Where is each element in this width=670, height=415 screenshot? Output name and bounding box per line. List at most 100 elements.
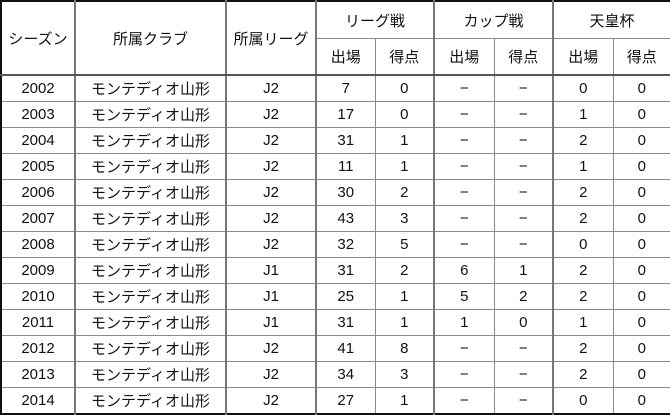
cell-la: 30 bbox=[315, 179, 376, 206]
cell-ea: 2 bbox=[552, 127, 614, 154]
cell-eg: 0 bbox=[612, 205, 670, 232]
cell-eg: 0 bbox=[612, 179, 670, 206]
cell-cg: − bbox=[493, 361, 554, 388]
cell-club: モンテディオ山形 bbox=[74, 387, 227, 415]
header-cup-goals: 得点 bbox=[493, 38, 554, 76]
cell-lg: 1 bbox=[374, 309, 435, 336]
cell-ea: 2 bbox=[552, 335, 614, 362]
cell-la: 17 bbox=[315, 101, 376, 128]
table-row: 2006 モンテディオ山形 J2 30 2− −2 0 bbox=[0, 179, 670, 206]
cell-cg: − bbox=[493, 387, 554, 415]
cell-league: J2 bbox=[225, 335, 317, 362]
cell-league: J2 bbox=[225, 127, 317, 154]
cell-eg: 0 bbox=[612, 231, 670, 258]
table-row: 2012 モンテディオ山形 J2 41 8− −2 0 bbox=[0, 335, 670, 362]
cell-cg: − bbox=[493, 127, 554, 154]
cell-cg: − bbox=[493, 179, 554, 206]
cell-league: J1 bbox=[225, 309, 317, 336]
cell-ea: 0 bbox=[552, 387, 614, 415]
table-row: 2007 モンテディオ山形 J2 43 3− −2 0 bbox=[0, 205, 670, 232]
cell-club: モンテディオ山形 bbox=[74, 127, 227, 154]
cell-season: 2014 bbox=[0, 387, 76, 415]
cell-lg: 0 bbox=[374, 74, 435, 102]
cell-la: 25 bbox=[315, 283, 376, 310]
table-row: 2009 モンテディオ山形 J1 31 2 6 1 2 0 bbox=[0, 257, 670, 284]
cell-season: 2009 bbox=[0, 257, 76, 284]
cell-la: 41 bbox=[315, 335, 376, 362]
cell-lg: 3 bbox=[374, 361, 435, 388]
table-row: 2011 モンテディオ山形 J1 31 1 1 0 1 0 bbox=[0, 309, 670, 336]
cell-club: モンテディオ山形 bbox=[74, 283, 227, 310]
cell-ea: 2 bbox=[552, 283, 614, 310]
cell-ca: 5 bbox=[433, 283, 495, 310]
cell-season: 2012 bbox=[0, 335, 76, 362]
cell-league: J2 bbox=[225, 361, 317, 388]
header-emperors-cup: 天皇杯 bbox=[552, 0, 670, 39]
table-body: 2002 モンテディオ山形 J2 7 0− −0 0 2003 モンテディオ山形 J2 17 0− −1… bbox=[0, 74, 670, 415]
table-row: 2013 モンテディオ山形 J2 34 3− −2 0 bbox=[0, 361, 670, 388]
cell-league: J2 bbox=[225, 101, 317, 128]
cell-league: J1 bbox=[225, 283, 317, 310]
cell-eg: 0 bbox=[612, 101, 670, 128]
cell-lg: 2 bbox=[374, 179, 435, 206]
cell-ca: 6 bbox=[433, 257, 495, 284]
cell-eg: 0 bbox=[612, 283, 670, 310]
table-row: 2005 モンテディオ山形 J2 11 1− −1 0 bbox=[0, 153, 670, 180]
header-emperors-goals: 得点 bbox=[612, 38, 670, 76]
cell-club: モンテディオ山形 bbox=[74, 361, 227, 388]
cell-ca: − bbox=[433, 231, 495, 258]
cell-league: J1 bbox=[225, 257, 317, 284]
cell-ca: − bbox=[433, 127, 495, 154]
header-season: シーズン bbox=[0, 0, 76, 76]
cell-la: 31 bbox=[315, 257, 376, 284]
cell-club: モンテディオ山形 bbox=[74, 257, 227, 284]
header-league-goals: 得点 bbox=[374, 38, 435, 76]
cell-ea: 1 bbox=[552, 153, 614, 180]
cell-season: 2002 bbox=[0, 74, 76, 102]
cell-season: 2006 bbox=[0, 179, 76, 206]
cell-la: 34 bbox=[315, 361, 376, 388]
cell-season: 2013 bbox=[0, 361, 76, 388]
cell-club: モンテディオ山形 bbox=[74, 231, 227, 258]
cell-club: モンテディオ山形 bbox=[74, 101, 227, 128]
cell-lg: 1 bbox=[374, 127, 435, 154]
cell-eg: 0 bbox=[612, 309, 670, 336]
header-club: 所属クラブ bbox=[74, 0, 227, 76]
cell-ca: − bbox=[433, 335, 495, 362]
cell-club: モンテディオ山形 bbox=[74, 205, 227, 232]
cell-ea: 2 bbox=[552, 205, 614, 232]
cell-ea: 2 bbox=[552, 257, 614, 284]
cell-ea: 0 bbox=[552, 231, 614, 258]
table-row: 2010 モンテディオ山形 J1 25 1 5 2 2 0 bbox=[0, 283, 670, 310]
table-row: 2002 モンテディオ山形 J2 7 0− −0 0 bbox=[0, 74, 670, 102]
cell-la: 32 bbox=[315, 231, 376, 258]
cell-eg: 0 bbox=[612, 257, 670, 284]
cell-cg: − bbox=[493, 231, 554, 258]
cell-season: 2005 bbox=[0, 153, 76, 180]
table-row: 2003 モンテディオ山形 J2 17 0− −1 0 bbox=[0, 101, 670, 128]
header-cup-apps: 出場 bbox=[433, 38, 495, 76]
cell-ca: − bbox=[433, 101, 495, 128]
cell-cg: − bbox=[493, 101, 554, 128]
cell-cg: − bbox=[493, 74, 554, 102]
cell-season: 2004 bbox=[0, 127, 76, 154]
cell-cg: 0 bbox=[493, 309, 554, 336]
cell-club: モンテディオ山形 bbox=[74, 335, 227, 362]
cell-league: J2 bbox=[225, 153, 317, 180]
cell-lg: 1 bbox=[374, 153, 435, 180]
cell-cg: − bbox=[493, 335, 554, 362]
cell-league: J2 bbox=[225, 231, 317, 258]
table-row: 2008 モンテディオ山形 J2 32 5− −0 0 bbox=[0, 231, 670, 258]
cell-ea: 0 bbox=[552, 74, 614, 102]
cell-season: 2011 bbox=[0, 309, 76, 336]
cell-eg: 0 bbox=[612, 127, 670, 154]
header-league-matches: リーグ戦 bbox=[314, 0, 435, 39]
cell-ca: − bbox=[433, 205, 495, 232]
cell-league: J2 bbox=[225, 387, 317, 415]
cell-eg: 0 bbox=[612, 361, 670, 388]
cell-la: 11 bbox=[315, 153, 376, 180]
cell-ea: 2 bbox=[552, 361, 614, 388]
cell-ea: 2 bbox=[552, 179, 614, 206]
cell-season: 2008 bbox=[0, 231, 76, 258]
